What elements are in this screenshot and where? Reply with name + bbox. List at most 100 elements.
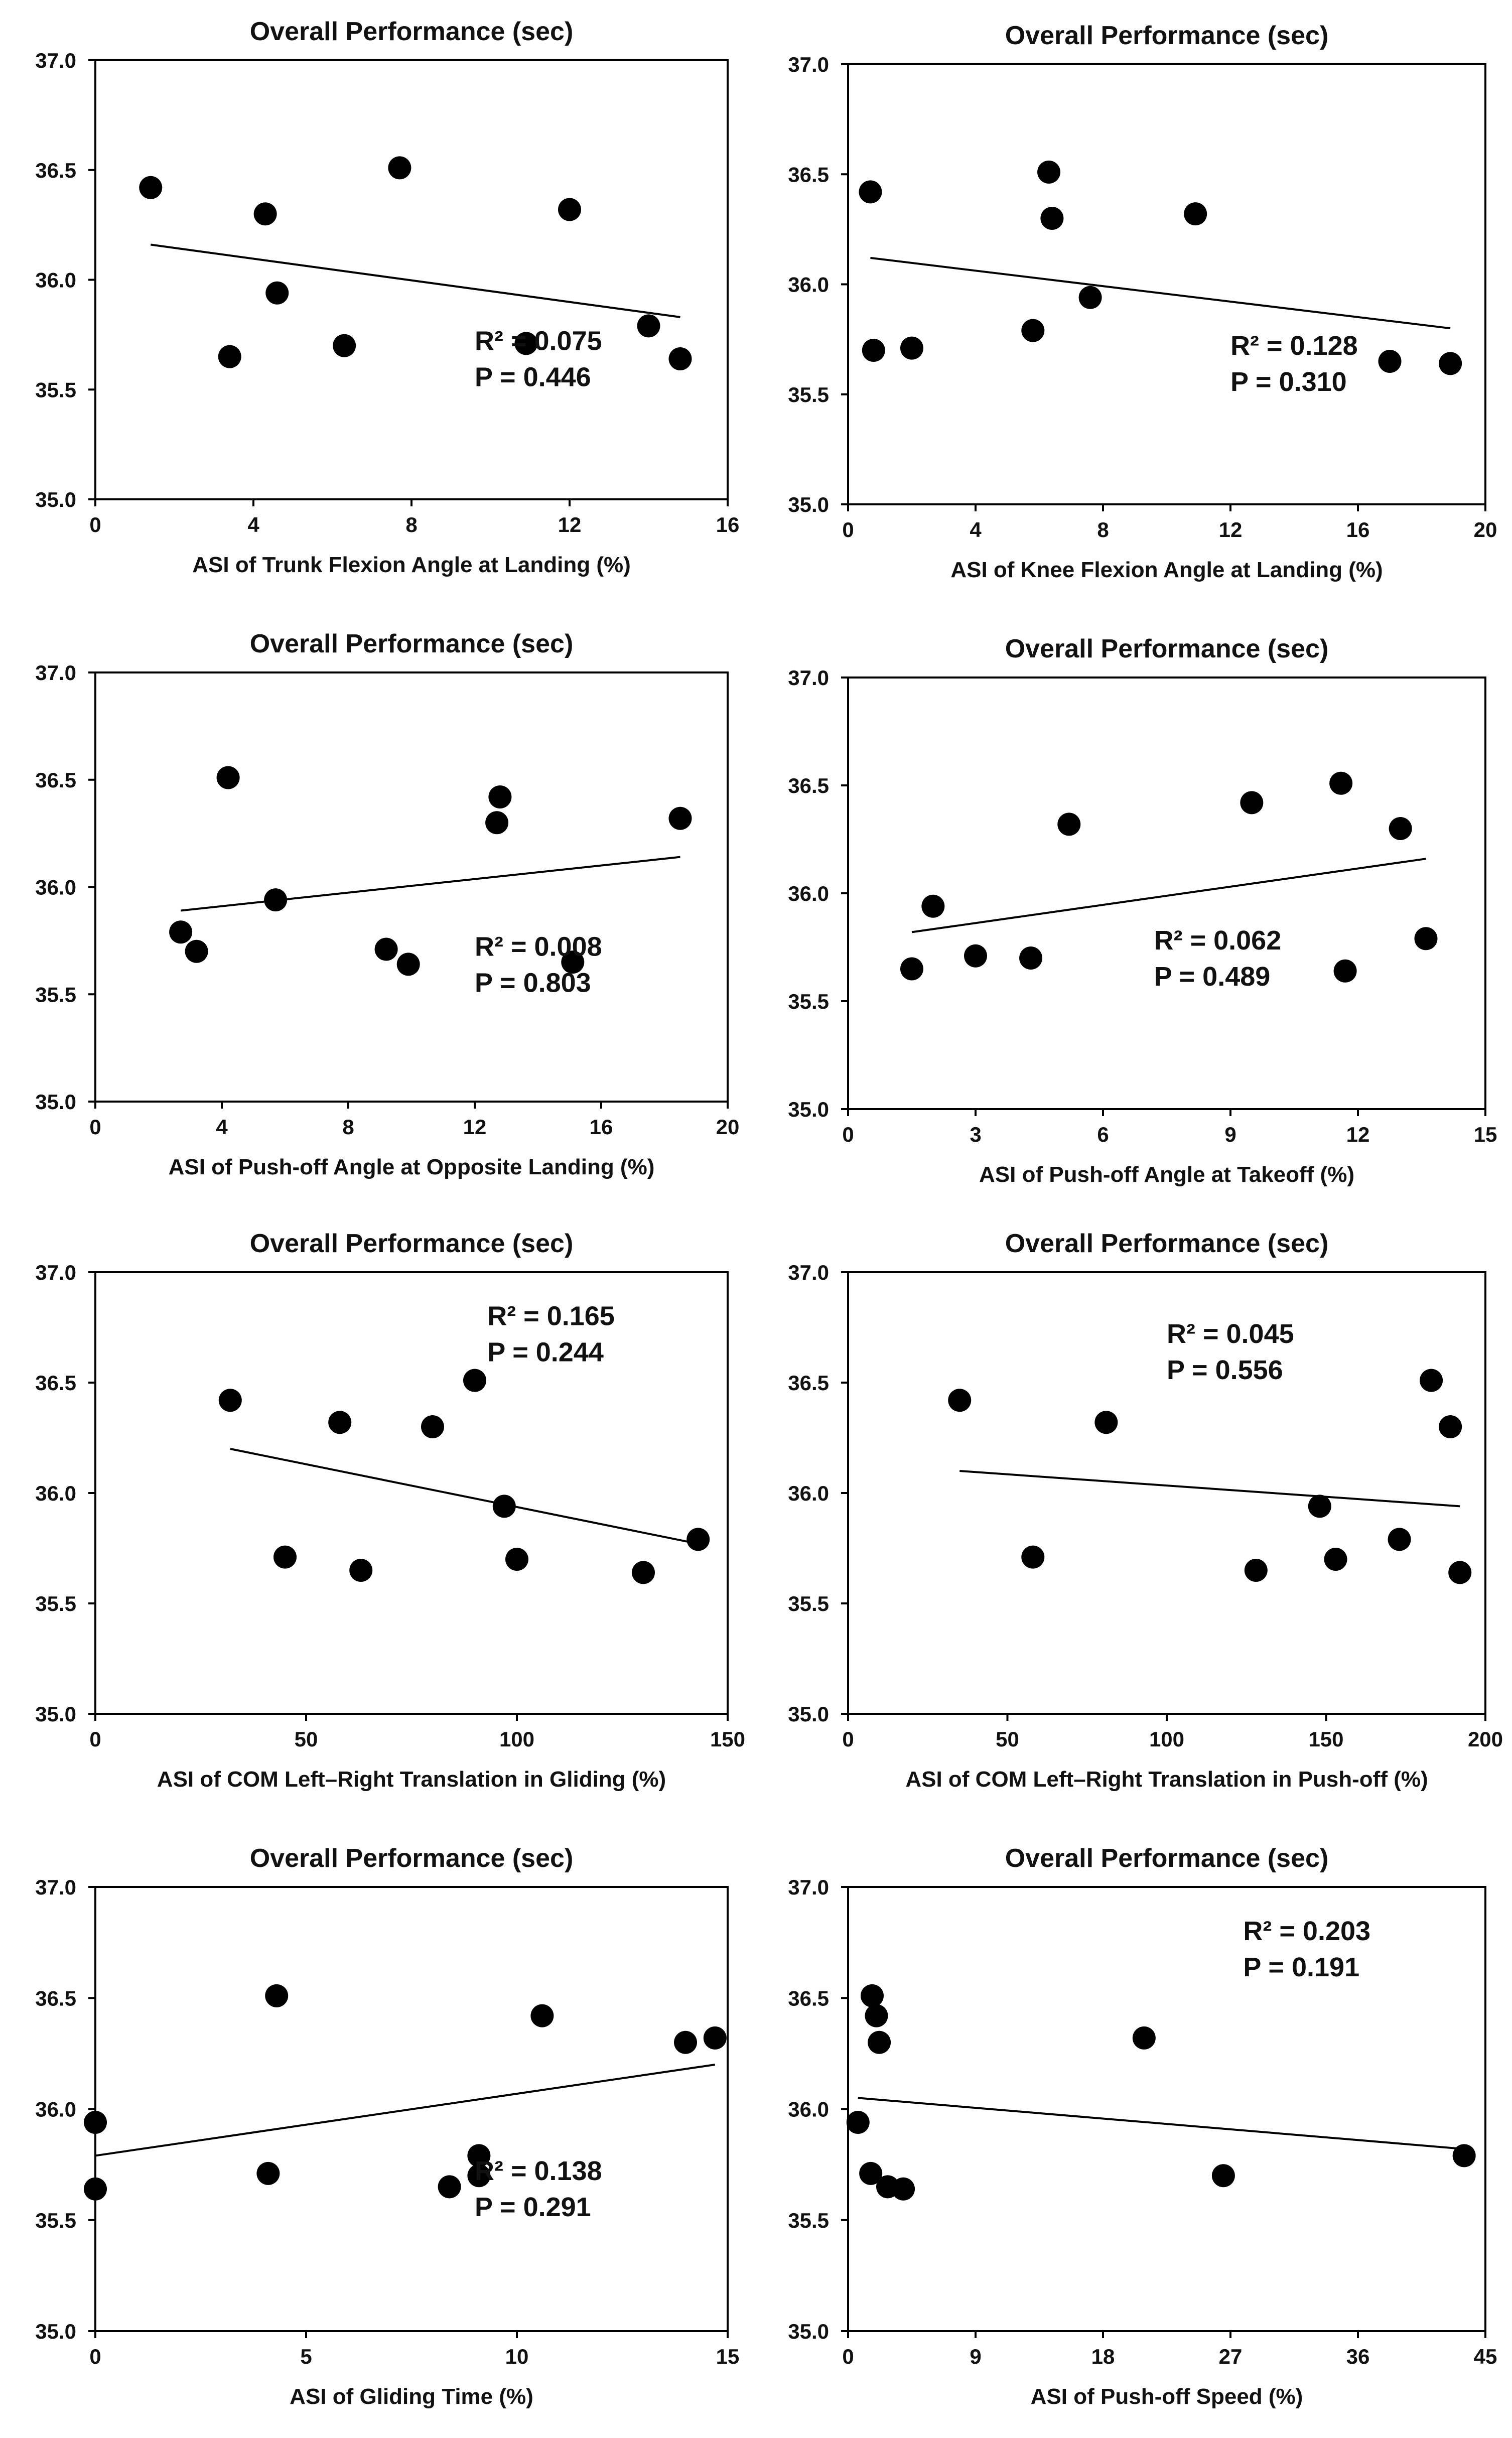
- x-tick-label: 8: [342, 1115, 354, 1139]
- data-point: [438, 2175, 461, 2199]
- data-point: [514, 332, 538, 355]
- p-value-label: P = 0.310: [1230, 367, 1347, 397]
- x-tick-label: 0: [842, 518, 854, 541]
- data-point: [530, 2004, 554, 2027]
- plot-area-frame: [847, 1886, 1486, 2332]
- chart-title: Overall Performance (sec): [250, 629, 574, 658]
- data-point: [485, 811, 509, 835]
- y-tick-label: 36.5: [35, 1986, 76, 2010]
- x-tick-label: 100: [1149, 1727, 1184, 1751]
- y-tick-label: 37.0: [35, 1261, 76, 1284]
- data-point: [1019, 946, 1043, 970]
- data-point: [1329, 771, 1353, 795]
- chart-title: Overall Performance (sec): [250, 17, 574, 46]
- data-point: [1448, 1561, 1472, 1584]
- data-point: [396, 953, 420, 976]
- y-tick-label: 37.0: [788, 53, 829, 76]
- data-point: [1132, 2026, 1156, 2050]
- x-tick-label: 36: [1346, 2345, 1370, 2368]
- y-tick-label: 36.0: [35, 2098, 76, 2121]
- r-squared-label: R² = 0.075: [475, 326, 602, 356]
- data-point: [1439, 1415, 1462, 1438]
- chart-title: Overall Performance (sec): [250, 1844, 574, 1873]
- data-point: [467, 2164, 491, 2188]
- x-tick-label: 15: [1474, 1123, 1497, 1146]
- chart-panel-1: Overall Performance (sec) 35.0 35.5 36.0 36.…: [35, 17, 739, 577]
- r-squared-label: R² = 0.045: [1167, 1319, 1294, 1349]
- chart-panel-5: Overall Performance (sec) 35.0 35.5 36.0 36.…: [35, 1229, 745, 1792]
- y-tick-label: 35.5: [788, 2209, 829, 2232]
- data-point: [1452, 2144, 1476, 2168]
- data-point: [1211, 2164, 1235, 2188]
- y-tick-label: 35.0: [35, 1702, 76, 1726]
- y-tick-label: 35.0: [788, 1098, 829, 1121]
- x-tick-label: 12: [1219, 518, 1243, 541]
- data-point: [859, 2161, 883, 2185]
- data-point: [84, 2177, 107, 2201]
- trendline: [150, 243, 680, 318]
- x-tick-label: 50: [996, 1727, 1019, 1751]
- y-tick-label: 35.5: [788, 383, 829, 407]
- data-point: [558, 198, 581, 221]
- x-tick-label: 20: [1474, 518, 1497, 541]
- trendline: [230, 1448, 699, 1545]
- x-tick-label: 4: [247, 513, 259, 536]
- x-tick-label: 0: [89, 1115, 101, 1139]
- y-tick-label: 36.5: [788, 163, 829, 186]
- data-point: [892, 2177, 915, 2201]
- y-tick-label: 36.5: [788, 1371, 829, 1395]
- data-point: [463, 1369, 486, 1392]
- data-point: [686, 1528, 710, 1551]
- y-tick-label: 36.5: [788, 774, 829, 797]
- trendline: [911, 858, 1426, 933]
- p-value-label: P = 0.489: [1154, 962, 1271, 992]
- data-point: [256, 2161, 280, 2185]
- data-point: [1439, 352, 1462, 375]
- chart-title: Overall Performance (sec): [1005, 1229, 1329, 1258]
- x-tick-label: 16: [1346, 518, 1370, 541]
- chart-panel-3: Overall Performance (sec) 35.0 35.5 36.0 36.…: [35, 629, 739, 1179]
- data-point: [1244, 1559, 1268, 1582]
- y-tick-label: 35.5: [35, 378, 76, 401]
- chart-title: Overall Performance (sec): [1005, 1844, 1329, 1873]
- x-tick-label: 0: [89, 1727, 101, 1751]
- y-tick-label: 35.0: [788, 2320, 829, 2343]
- trendline: [959, 1470, 1460, 1508]
- data-point: [218, 345, 241, 368]
- y-tick-label: 35.0: [35, 1090, 76, 1114]
- x-tick-label: 20: [716, 1115, 740, 1139]
- data-point: [632, 1561, 655, 1584]
- y-tick-label: 35.5: [35, 983, 76, 1006]
- data-point: [1308, 1495, 1331, 1518]
- y-tick-label: 35.5: [788, 1592, 829, 1615]
- x-tick-label: 6: [1097, 1123, 1109, 1146]
- x-tick-label: 12: [463, 1115, 487, 1139]
- y-tick-label: 35.0: [788, 493, 829, 516]
- y-tick-label: 35.5: [35, 1592, 76, 1615]
- data-point: [921, 894, 945, 918]
- x-tick-label: 16: [590, 1115, 613, 1139]
- data-point: [868, 2030, 891, 2054]
- x-tick-label: 0: [842, 2345, 854, 2368]
- data-point: [84, 2111, 107, 2134]
- plot-area-frame: [847, 676, 1486, 1110]
- data-point: [865, 2004, 888, 2027]
- y-tick-label: 37.0: [35, 661, 76, 685]
- x-tick-label: 150: [710, 1727, 745, 1751]
- y-tick-label: 36.0: [35, 1481, 76, 1505]
- r-squared-label: R² = 0.138: [475, 2156, 602, 2186]
- y-tick-label: 37.0: [788, 1875, 829, 1899]
- x-tick-label: 0: [842, 1727, 854, 1751]
- data-point: [1240, 791, 1264, 815]
- x-axis-label: ASI of Gliding Time (%): [290, 2384, 533, 2409]
- x-tick-label: 9: [970, 2345, 981, 2368]
- y-tick-label: 37.0: [788, 666, 829, 690]
- x-axis-label: ASI of Trunk Flexion Angle at Landing (%…: [192, 553, 631, 577]
- y-tick-label: 36.5: [35, 1371, 76, 1395]
- y-tick-label: 35.5: [35, 2209, 76, 2232]
- x-tick-label: 4: [216, 1115, 228, 1139]
- x-axis-label: ASI of Push-off Angle at Takeoff (%): [979, 1162, 1354, 1187]
- data-point: [948, 1389, 972, 1412]
- x-tick-label: 16: [716, 513, 740, 536]
- x-tick-label: 100: [499, 1727, 534, 1751]
